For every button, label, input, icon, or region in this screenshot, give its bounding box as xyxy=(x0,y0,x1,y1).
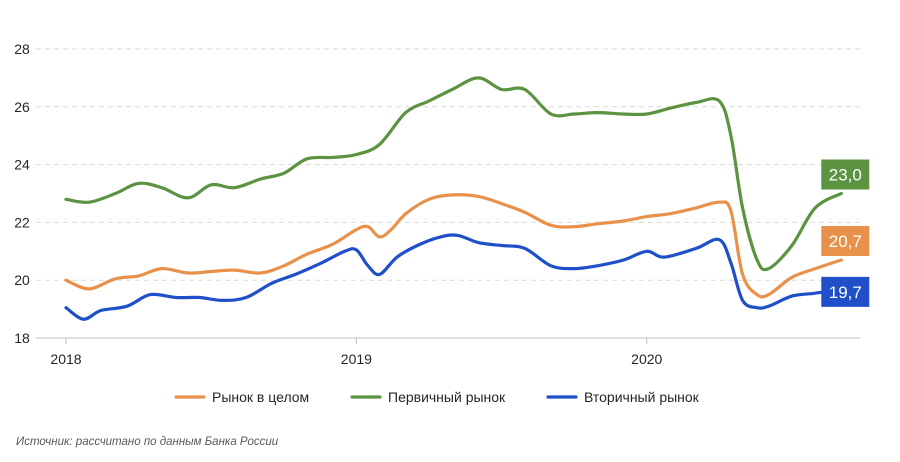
x-tick-label: 2019 xyxy=(341,351,372,367)
end-label-text: 20,7 xyxy=(829,232,862,251)
y-tick-label: 24 xyxy=(14,157,30,173)
end-label-primary-market: 23,0 xyxy=(821,159,870,190)
legend: Рынок в целом Первичный рынок Вторичный ры… xyxy=(174,389,700,405)
y-tick-label: 22 xyxy=(14,214,30,230)
legend-label: Рынок в целом xyxy=(212,389,309,405)
y-tick-label: 26 xyxy=(14,99,30,115)
end-label-secondary-market: 19,7 xyxy=(821,276,870,307)
series-line-secondary-market xyxy=(64,233,843,321)
end-label-box xyxy=(821,225,870,256)
end-label-box xyxy=(821,276,870,307)
x-axis: 2018 2019 2020 xyxy=(36,337,860,367)
series-line-market-total xyxy=(64,193,843,299)
legend-label: Вторичный рынок xyxy=(584,389,700,405)
end-label-text: 23,0 xyxy=(829,166,862,185)
source-note: Источник: рассчитано по данным Банка Рос… xyxy=(16,436,279,448)
end-label-text: 19,7 xyxy=(829,283,862,302)
y-tick-label: 28 xyxy=(14,41,30,57)
legend-item-secondary-market: Вторичный рынок xyxy=(546,389,700,405)
legend-label: Первичный рынок xyxy=(388,389,506,405)
legend-item-primary-market: Первичный рынок xyxy=(350,389,506,405)
end-label-box xyxy=(821,159,870,190)
x-tick-label: 2018 xyxy=(50,351,81,367)
x-tick-label: 2020 xyxy=(631,351,662,367)
y-axis-tick-labels: 18 20 22 24 26 28 xyxy=(14,41,30,346)
end-value-labels: 20,7 23,0 19,7 xyxy=(821,159,870,307)
legend-item-market-total: Рынок в целом xyxy=(174,389,309,405)
series-lines xyxy=(64,76,843,321)
end-label-market-total: 20,7 xyxy=(821,225,870,256)
y-tick-label: 20 xyxy=(14,272,30,288)
series-line-primary-market xyxy=(64,76,843,272)
y-tick-label: 18 xyxy=(14,330,30,346)
